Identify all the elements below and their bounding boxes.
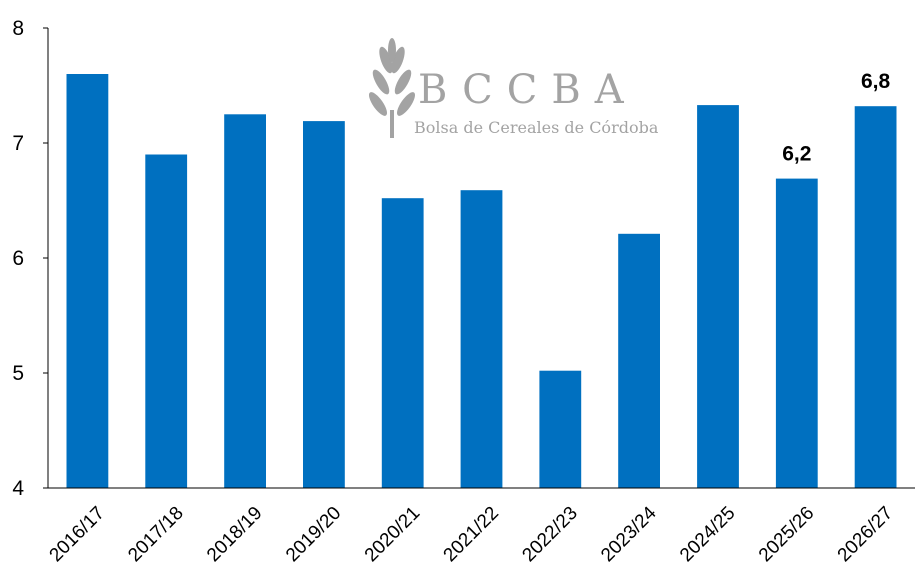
y-tick-label: 5 (12, 362, 24, 385)
y-tick-label: 4 (12, 477, 24, 500)
x-tick-label: 2016/17 (46, 503, 109, 566)
y-tick-label: 8 (12, 17, 24, 40)
bar-2024-25 (697, 105, 739, 488)
x-tick-label: 2023/24 (597, 502, 661, 566)
bar-2020-21 (381, 198, 424, 488)
data-label-2026-27: 6,8 (861, 70, 891, 93)
logo-subtitle-text: Bolsa de Cereales de Córdoba (414, 118, 659, 137)
bar-2019-20 (303, 121, 345, 488)
bar-2023-24 (618, 233, 660, 488)
bar-2026-27 (854, 106, 897, 488)
bars-group (66, 74, 897, 489)
watermark-logo: BCCBA Bolsa de Cereales de Córdoba (368, 38, 659, 138)
x-tick-label: 2017/18 (124, 503, 187, 566)
x-tick-label: 2018/19 (203, 503, 266, 566)
wheat-icon (368, 38, 416, 138)
logo-brand-text: BCCBA (418, 67, 638, 113)
bar-2021-22 (460, 190, 503, 488)
data-labels-group: 6,2 6,8 (782, 70, 890, 165)
x-tick-label: 2024/25 (676, 503, 739, 566)
bar-2018-19 (224, 114, 266, 489)
data-label-2025-26: 6,2 (782, 143, 811, 166)
bar-2022-23 (539, 370, 582, 488)
y-tick-label: 7 (12, 132, 24, 155)
bar-2016-17 (66, 74, 109, 488)
x-tick-label: 2026/27 (834, 503, 897, 566)
x-tick-label: 2025/26 (755, 503, 818, 566)
x-tick-label: 2019/20 (282, 503, 345, 566)
x-tick-label: 2020/21 (361, 503, 424, 566)
bar-2025-26 (775, 178, 818, 488)
x-axis: 2016/17 2017/18 2018/19 2019/20 2020/21 2021/… (46, 487, 915, 566)
bar-2017-18 (145, 154, 188, 488)
y-axis: 4 5 6 7 8 (12, 17, 49, 500)
x-tick-label: 2021/22 (440, 503, 503, 566)
x-tick-label: 2022/23 (518, 503, 581, 566)
y-tick-label: 6 (12, 247, 24, 270)
